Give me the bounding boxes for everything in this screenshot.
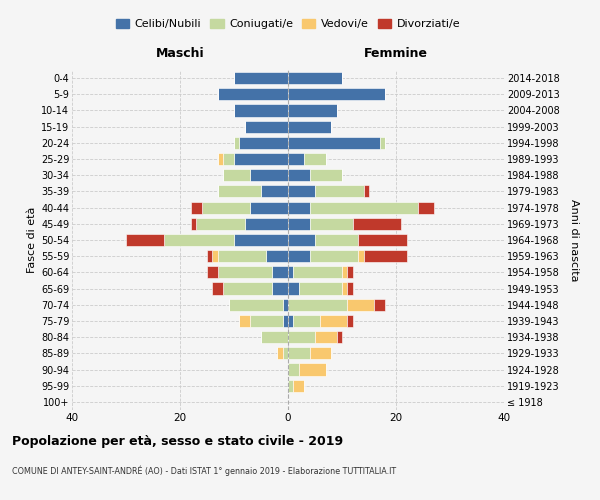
Bar bbox=[272, 266, 288, 278]
Bar bbox=[207, 250, 212, 262]
Bar bbox=[288, 72, 342, 84]
Bar bbox=[320, 315, 347, 327]
Text: Maschi: Maschi bbox=[155, 47, 205, 60]
Bar bbox=[234, 104, 288, 117]
Text: Popolazione per età, sesso e stato civile - 2019: Popolazione per età, sesso e stato civil… bbox=[12, 435, 343, 448]
Y-axis label: Anni di nascita: Anni di nascita bbox=[569, 198, 579, 281]
Bar bbox=[299, 282, 342, 294]
Bar bbox=[234, 234, 288, 246]
Text: Femmine: Femmine bbox=[364, 47, 428, 60]
Bar bbox=[288, 186, 315, 198]
Bar bbox=[315, 331, 337, 343]
Bar bbox=[288, 104, 337, 117]
Bar bbox=[288, 153, 304, 165]
Bar bbox=[293, 380, 304, 392]
Bar bbox=[288, 137, 380, 149]
Bar bbox=[293, 315, 320, 327]
Bar bbox=[288, 169, 310, 181]
Bar bbox=[245, 218, 288, 230]
Bar bbox=[218, 186, 261, 198]
Bar bbox=[364, 186, 369, 198]
Bar bbox=[288, 331, 315, 343]
Bar bbox=[358, 234, 407, 246]
Bar bbox=[218, 266, 272, 278]
Bar bbox=[229, 298, 283, 311]
Bar bbox=[293, 266, 342, 278]
Bar bbox=[288, 298, 347, 311]
Bar bbox=[364, 250, 407, 262]
Bar bbox=[234, 72, 288, 84]
Bar bbox=[202, 202, 250, 213]
Bar bbox=[239, 315, 250, 327]
Bar bbox=[358, 250, 364, 262]
Bar bbox=[261, 186, 288, 198]
Bar bbox=[207, 266, 218, 278]
Text: COMUNE DI ANTEY-SAINT-ANDRÉ (AO) - Dati ISTAT 1° gennaio 2019 - Elaborazione TUT: COMUNE DI ANTEY-SAINT-ANDRÉ (AO) - Dati … bbox=[12, 465, 396, 475]
Bar bbox=[223, 153, 234, 165]
Bar bbox=[266, 250, 288, 262]
Bar bbox=[261, 331, 288, 343]
Legend: Celibi/Nubili, Coniugati/e, Vedovi/e, Divorziati/e: Celibi/Nubili, Coniugati/e, Vedovi/e, Di… bbox=[112, 14, 464, 34]
Bar bbox=[310, 202, 418, 213]
Y-axis label: Fasce di età: Fasce di età bbox=[26, 207, 37, 273]
Bar bbox=[310, 218, 353, 230]
Bar bbox=[337, 331, 342, 343]
Bar bbox=[164, 234, 234, 246]
Bar bbox=[288, 364, 299, 376]
Bar bbox=[234, 137, 239, 149]
Bar bbox=[245, 120, 288, 132]
Bar bbox=[277, 348, 283, 360]
Bar bbox=[288, 282, 299, 294]
Bar bbox=[418, 202, 434, 213]
Bar bbox=[250, 315, 283, 327]
Bar bbox=[223, 282, 272, 294]
Bar bbox=[191, 218, 196, 230]
Bar bbox=[239, 137, 288, 149]
Bar bbox=[191, 202, 202, 213]
Bar bbox=[342, 266, 347, 278]
Bar bbox=[196, 218, 245, 230]
Bar bbox=[299, 364, 326, 376]
Bar bbox=[288, 88, 385, 101]
Bar bbox=[288, 250, 310, 262]
Bar bbox=[342, 282, 347, 294]
Bar bbox=[315, 234, 358, 246]
Bar bbox=[288, 315, 293, 327]
Bar bbox=[347, 266, 353, 278]
Bar bbox=[380, 137, 385, 149]
Bar bbox=[126, 234, 164, 246]
Bar bbox=[310, 250, 358, 262]
Bar bbox=[223, 169, 250, 181]
Bar bbox=[283, 315, 288, 327]
Bar bbox=[288, 380, 293, 392]
Bar bbox=[288, 266, 293, 278]
Bar bbox=[218, 250, 266, 262]
Bar bbox=[310, 348, 331, 360]
Bar bbox=[283, 348, 288, 360]
Bar bbox=[304, 153, 326, 165]
Bar bbox=[347, 315, 353, 327]
Bar bbox=[272, 282, 288, 294]
Bar bbox=[218, 153, 223, 165]
Bar bbox=[347, 282, 353, 294]
Bar bbox=[212, 250, 218, 262]
Bar bbox=[250, 202, 288, 213]
Bar bbox=[250, 169, 288, 181]
Bar bbox=[288, 120, 331, 132]
Bar bbox=[353, 218, 401, 230]
Bar bbox=[234, 153, 288, 165]
Bar bbox=[212, 282, 223, 294]
Bar bbox=[288, 202, 310, 213]
Bar bbox=[218, 88, 288, 101]
Bar bbox=[347, 298, 374, 311]
Bar bbox=[288, 234, 315, 246]
Bar bbox=[288, 348, 310, 360]
Bar bbox=[310, 169, 342, 181]
Bar bbox=[374, 298, 385, 311]
Bar bbox=[288, 218, 310, 230]
Bar bbox=[283, 298, 288, 311]
Bar bbox=[315, 186, 364, 198]
